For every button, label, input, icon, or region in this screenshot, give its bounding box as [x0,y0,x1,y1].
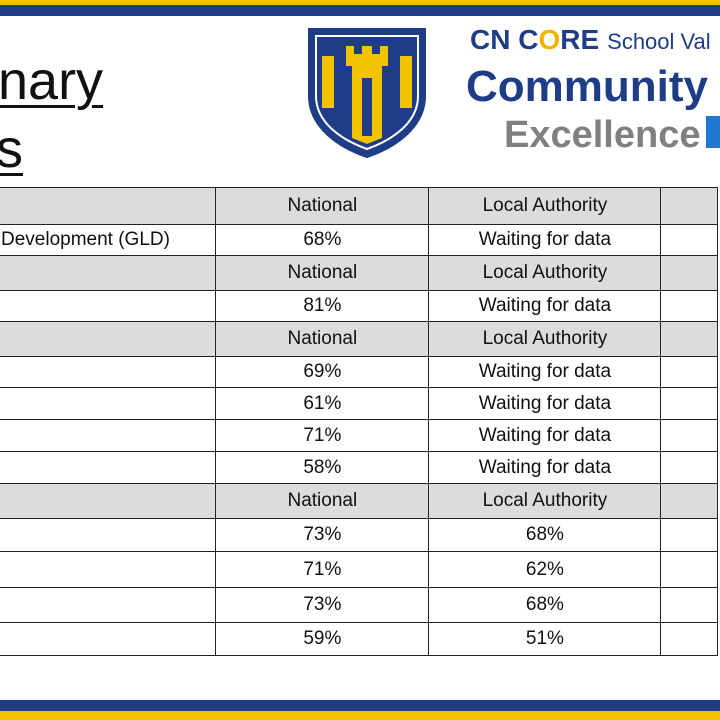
brand-line-1: CN CORE School Val [470,24,711,55]
table-row: Development (GLD) 68% Waiting for data [0,224,718,256]
national-cell: 68% [215,224,430,256]
row-label-cell [0,587,217,623]
school-cell [660,290,718,322]
local-authority-cell: Local Authority [428,321,662,357]
national-cell: 59% [215,622,430,656]
bottom-gold-stripe [0,711,720,720]
local-authority-cell: Waiting for data [428,387,662,420]
school-cell [660,356,718,388]
school-cell [660,187,718,225]
table-row: 58% Waiting for data [0,451,718,484]
row-label-cell [0,255,217,291]
row-label-cell [0,551,217,588]
brand-line-2: Community [466,62,708,111]
school-cell [660,587,718,623]
top-navy-stripe [0,5,720,16]
row-label-cell [0,622,217,656]
local-authority-cell: Waiting for data [428,419,662,452]
table-row: 61% Waiting for data [0,387,718,420]
results-table: National Local Authority Development (GLD)… [0,187,718,656]
local-authority-cell: Waiting for data [428,451,662,484]
row-label-cell [0,518,217,552]
national-cell: 73% [215,587,430,623]
row-label-cell [0,290,217,322]
school-cell [660,419,718,452]
table-row: 81% Waiting for data [0,290,718,322]
national-cell: 81% [215,290,430,322]
local-authority-cell: 62% [428,551,662,588]
local-authority-cell: Waiting for data [428,224,662,256]
row-label-cell [0,321,217,357]
row-label-cell [0,483,217,519]
school-cell [660,224,718,256]
national-cell: 61% [215,387,430,420]
school-cell [660,483,718,519]
national-cell: 73% [215,518,430,552]
national-cell: National [215,483,430,519]
table-row: 73% 68% [0,518,718,552]
school-crest-logo [308,28,426,159]
table-row: 59% 51% [0,622,718,656]
school-cell [660,518,718,552]
brand-accent-bar [706,116,720,148]
national-cell: National [215,255,430,291]
local-authority-cell: Local Authority [428,187,662,225]
national-cell: National [215,321,430,357]
local-authority-cell: 68% [428,518,662,552]
table-row: 69% Waiting for data [0,356,718,388]
table-row: 73% 68% [0,587,718,623]
table-row: 71% 62% [0,551,718,588]
row-label-cell [0,356,217,388]
table-row: 71% Waiting for data [0,419,718,452]
local-authority-cell: 68% [428,587,662,623]
table-header-row: National Local Authority [0,255,718,291]
national-cell: 71% [215,551,430,588]
row-label-cell [0,387,217,420]
row-label-cell [0,187,217,225]
school-cell [660,387,718,420]
school-cell [660,451,718,484]
national-cell: 69% [215,356,430,388]
table-header-row: National Local Authority [0,483,718,519]
bottom-navy-stripe [0,700,720,711]
page-title-line-1: nary [0,51,104,111]
national-cell: 71% [215,419,430,452]
local-authority-cell: Waiting for data [428,290,662,322]
local-authority-cell: Waiting for data [428,356,662,388]
national-cell: National [215,187,430,225]
table-header-row: National Local Authority [0,321,718,357]
school-cell [660,321,718,357]
brand-line-3: Excellence [504,114,701,156]
table-header-row: National Local Authority [0,187,718,225]
local-authority-cell: 51% [428,622,662,656]
row-label-cell [0,419,217,452]
page-title-line-2: s [0,119,23,179]
top-gold-stripe [0,0,720,5]
school-cell [660,622,718,656]
row-label-cell [0,451,217,484]
national-cell: 58% [215,451,430,484]
school-cell [660,255,718,291]
local-authority-cell: Local Authority [428,255,662,291]
local-authority-cell: Local Authority [428,483,662,519]
row-label-cell: Development (GLD) [0,224,217,256]
school-cell [660,551,718,588]
